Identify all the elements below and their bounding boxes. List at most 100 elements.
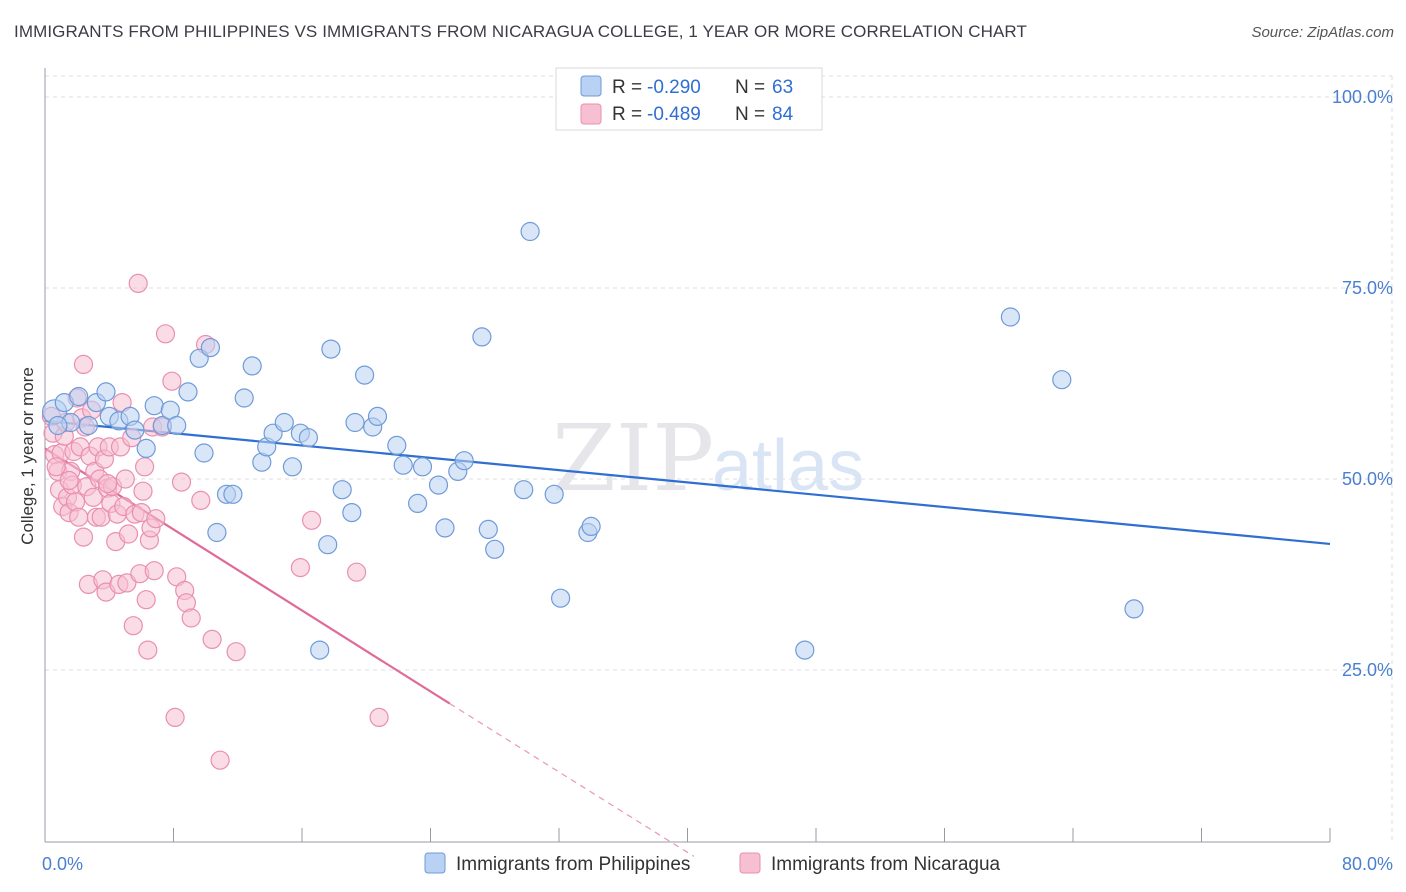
philippines-point xyxy=(310,640,330,660)
philippines-point xyxy=(125,420,145,440)
legend-swatch-philippines xyxy=(580,75,602,97)
bottom-legend-philippines: Immigrants from Philippines xyxy=(456,854,690,875)
nicaragua-point xyxy=(155,324,176,344)
nicaragua-point xyxy=(162,371,182,391)
nicaragua-point xyxy=(46,457,66,477)
philippines-point xyxy=(207,522,227,543)
philippines-point xyxy=(69,386,89,407)
nicaragua-point xyxy=(83,487,103,507)
y-tick-label-25: 25.0% xyxy=(1342,660,1393,680)
stats-legend: R = -0.290 N = 63 R = -0.489 N = 84 xyxy=(555,67,823,131)
bottom-legend-nicaragua: Immigrants from Nicaragua xyxy=(771,854,1001,875)
philippines-point xyxy=(1124,599,1144,619)
legend-n-value-2: 84 xyxy=(772,104,794,125)
philippines-point xyxy=(795,640,815,660)
chart-title: IMMIGRANTS FROM PHILIPPINES VS IMMIGRANT… xyxy=(14,22,1027,41)
nicaragua-point xyxy=(97,474,118,494)
philippines-point xyxy=(48,415,68,436)
nicaragua-point xyxy=(133,481,153,501)
nicaragua-point xyxy=(226,642,246,662)
watermark-atlas: atlas xyxy=(712,426,864,506)
philippines-point xyxy=(550,588,571,608)
philippines-point xyxy=(234,388,254,408)
philippines-point xyxy=(274,412,294,433)
philippines-point xyxy=(298,428,318,448)
philippines-point xyxy=(581,516,601,537)
philippines-point xyxy=(485,539,505,559)
data-points xyxy=(41,221,1144,770)
philippines-point xyxy=(1052,370,1072,390)
axes xyxy=(44,68,1331,843)
nicaragua-point xyxy=(302,510,322,530)
philippines-point xyxy=(435,518,455,538)
bottom-swatch-philippines xyxy=(424,852,446,874)
philippines-point xyxy=(355,365,375,385)
philippines-point xyxy=(428,475,449,495)
legend-n-value-1: 63 xyxy=(772,77,793,98)
nicaragua-point xyxy=(136,590,156,610)
philippines-point xyxy=(544,484,564,504)
nicaragua-point xyxy=(117,573,137,593)
philippines-point xyxy=(342,502,362,523)
philippines-point xyxy=(454,451,474,471)
nicaragua-point xyxy=(115,469,135,489)
series-legend: Immigrants from Philippines Immigrants f… xyxy=(424,852,1001,875)
nicaragua-point xyxy=(146,509,166,529)
philippines-point xyxy=(367,406,388,426)
nicaragua-point xyxy=(369,707,389,728)
philippines-point xyxy=(178,382,198,402)
nicaragua-point xyxy=(69,507,89,527)
nicaragua-point xyxy=(191,490,211,510)
philippines-point xyxy=(167,415,187,436)
philippines-point xyxy=(412,457,433,477)
legend-swatch-nicaragua xyxy=(580,103,602,125)
watermark-zip: ZIP xyxy=(552,405,714,512)
y-tick-label-50: 50.0% xyxy=(1342,469,1393,489)
philippines-point xyxy=(472,327,492,347)
nicaragua-point xyxy=(135,457,155,477)
legend-n-label-1: N = xyxy=(735,77,765,98)
nicaragua-point xyxy=(123,616,143,636)
nicaragua-point xyxy=(128,273,148,293)
bottom-swatch-nicaragua xyxy=(739,852,761,874)
philippines-point xyxy=(282,457,302,477)
nicaragua-point xyxy=(181,608,201,628)
y-axis-label: College, 1 year or more xyxy=(18,367,37,545)
philippines-point xyxy=(1000,307,1021,327)
source-label: Source: ZipAtlas.com xyxy=(1251,24,1394,41)
nicaragua-point xyxy=(138,640,158,660)
nicaragua-point xyxy=(118,524,139,544)
philippines-point xyxy=(332,480,352,500)
nicaragua-point xyxy=(347,562,367,582)
philippines-point xyxy=(520,221,540,242)
philippines-point xyxy=(194,443,214,463)
philippines-point xyxy=(393,455,413,475)
x-tick-label-min: 0.0% xyxy=(42,854,83,874)
legend-r-label-1: R = xyxy=(612,77,642,98)
philippines-point xyxy=(321,339,341,359)
nicaragua-trend-extension xyxy=(449,703,695,857)
philippines-point xyxy=(514,480,534,500)
y-tick-label-100: 100.0% xyxy=(1332,87,1393,107)
x-tick-label-max: 80.0% xyxy=(1342,854,1393,874)
legend-r-value-2: -0.489 xyxy=(647,104,701,125)
philippines-point xyxy=(387,435,407,455)
philippines-point xyxy=(408,493,428,513)
philippines-point xyxy=(78,415,99,436)
philippines-point xyxy=(345,412,365,433)
legend-n-label-2: N = xyxy=(735,104,765,125)
nicaragua-point xyxy=(59,470,79,491)
philippines-point xyxy=(318,535,338,555)
nicaragua-point xyxy=(202,629,222,650)
legend-r-label-2: R = xyxy=(612,104,642,125)
philippines-point xyxy=(144,396,164,416)
philippines-point xyxy=(478,519,498,540)
philippines-point xyxy=(96,382,116,402)
nicaragua-point xyxy=(165,707,185,728)
nicaragua-point xyxy=(210,750,230,770)
nicaragua-point xyxy=(73,527,94,547)
nicaragua-point xyxy=(144,561,164,581)
tick-labels: 25.0% 50.0% 75.0% 100.0% 0.0% 80.0% xyxy=(42,87,1393,874)
legend-r-value-1: -0.290 xyxy=(647,77,701,98)
philippines-point xyxy=(200,338,220,358)
